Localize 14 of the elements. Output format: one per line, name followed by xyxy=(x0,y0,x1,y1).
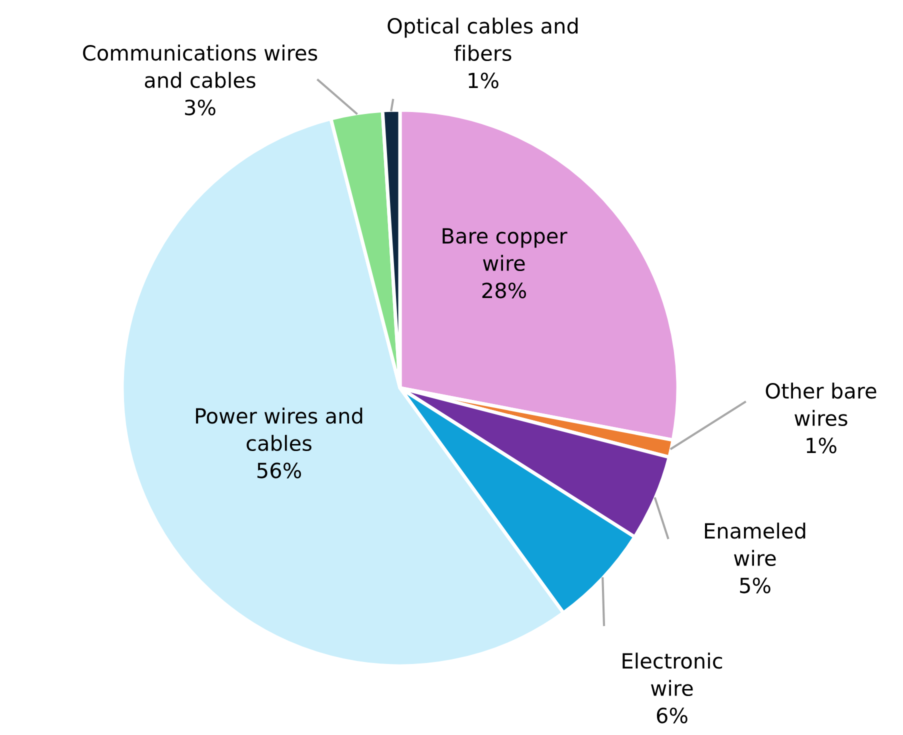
slice-label: Electronic wire xyxy=(622,652,722,696)
data-label: 28% xyxy=(482,282,526,298)
data-label: 1% xyxy=(806,438,836,454)
slice-label: Bare copper wire xyxy=(442,228,568,272)
data-label: 3% xyxy=(185,100,216,116)
slice-label: Enameled wire xyxy=(705,522,806,566)
data-label: 1% xyxy=(468,72,498,88)
slice-label: Optical cables and fibers xyxy=(388,18,578,62)
slice-label: Other bare wires xyxy=(766,382,876,426)
slice-label: Power wires and cables xyxy=(196,408,362,452)
data-label: 56% xyxy=(257,462,302,478)
data-label: 6% xyxy=(656,708,688,724)
slice-label: Communications wires and cables xyxy=(83,44,318,88)
data-label: 5% xyxy=(740,578,770,594)
